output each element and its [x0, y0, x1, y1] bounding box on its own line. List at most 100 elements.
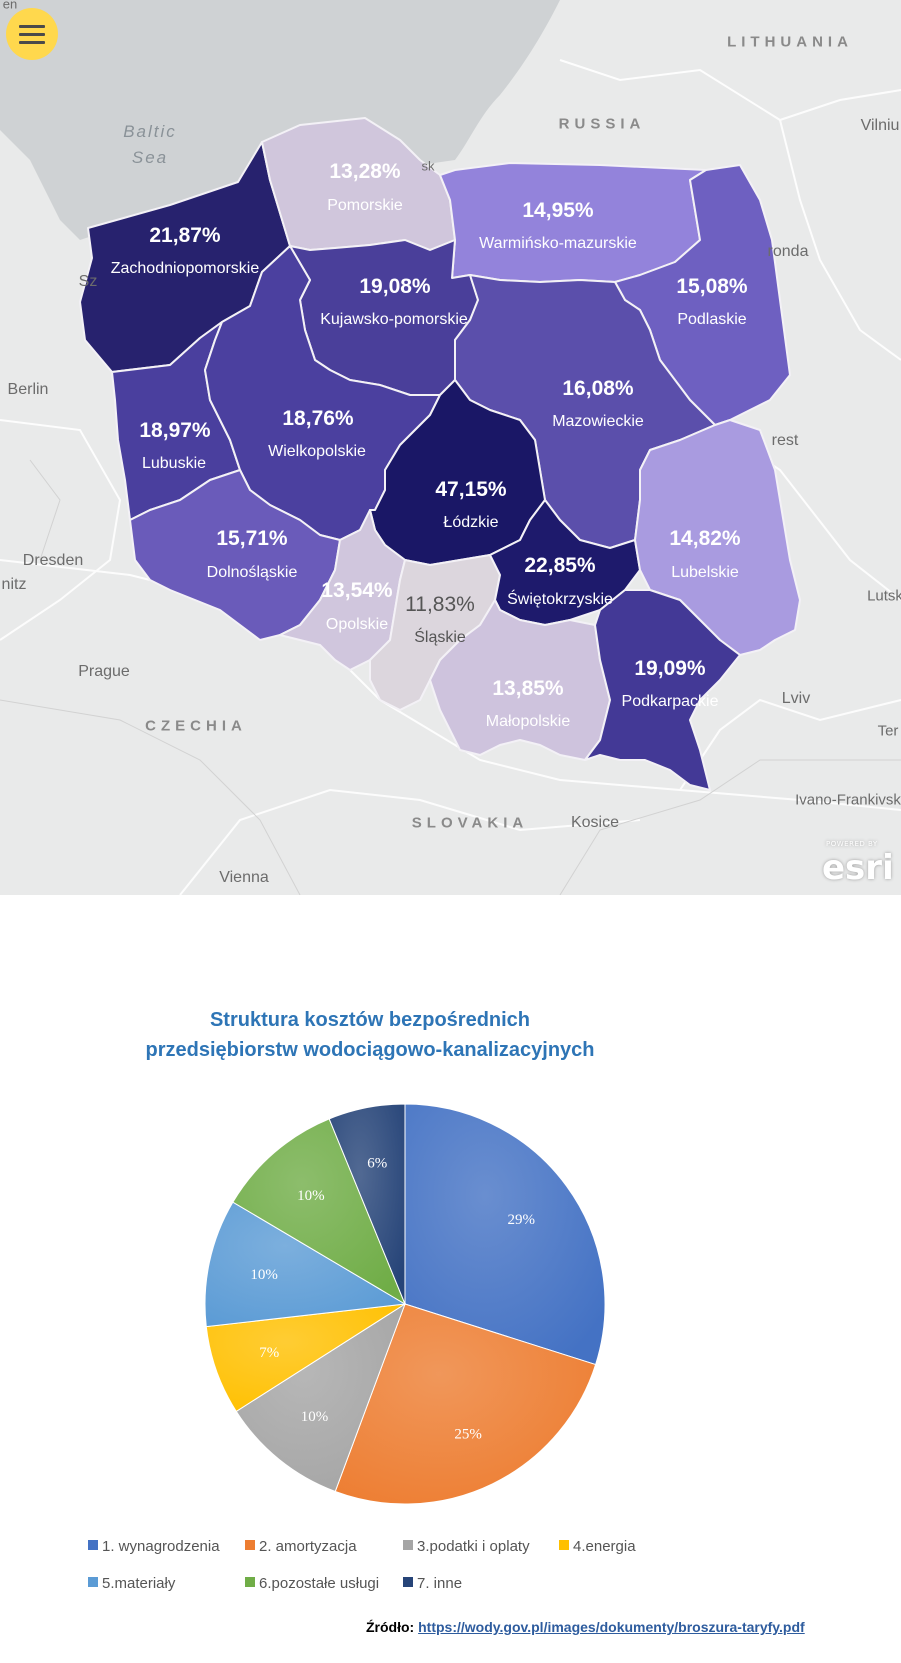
pie-slice — [235, 1302, 406, 1493]
region-value: 13,85% — [492, 677, 564, 700]
pie-slice — [404, 1103, 606, 1366]
pie-slice — [204, 1201, 407, 1328]
menu-button[interactable] — [6, 8, 58, 60]
legend-item: 2. amortyzacja — [245, 1538, 357, 1555]
region-value: 11,83% — [405, 593, 475, 616]
sea-label: Baltic Sea — [123, 122, 177, 167]
legend-swatch — [88, 1540, 98, 1550]
city-label: Vienna — [219, 869, 269, 886]
country-label: RUSSIA — [558, 115, 646, 133]
legend-swatch — [403, 1577, 413, 1587]
region-value: 14,95% — [522, 199, 594, 222]
pie-slice — [334, 1303, 597, 1505]
city-label: ronda — [767, 243, 809, 260]
city-label: Ter — [877, 722, 899, 740]
city-label: Lviv — [781, 690, 811, 707]
region-value: 13,54% — [321, 579, 393, 602]
legend-label: 5.materiały — [102, 1575, 176, 1592]
map[interactable]: Baltic Sea LITHUANIA RUSSIA CZECHIA SLOV… — [0, 0, 901, 895]
pie-chart: 29% 25% 10% 7% 10% 10% 6% — [204, 1103, 606, 1505]
city-label: Ivano-Frankivsk — [795, 791, 901, 809]
hamburger-menu-icon — [19, 25, 45, 28]
country-label: SLOVAKIA — [411, 814, 529, 832]
legend-label: 6.pozostałe usługi — [259, 1575, 380, 1592]
city-label: Lutsk — [867, 587, 901, 605]
legend-item: 5.materiały — [88, 1575, 175, 1592]
region-value: 18,97% — [139, 419, 211, 442]
city-label: Dresden — [22, 552, 84, 569]
city-label: Berlin — [7, 381, 49, 398]
legend-label: 7. inne — [417, 1575, 463, 1592]
city-label: Sz — [78, 273, 98, 290]
region-name: Lubuskie — [141, 455, 207, 472]
city-label: rest — [771, 432, 799, 449]
chart-title: Struktura kosztów bezpośrednich przedsię… — [145, 1009, 595, 1061]
legend-swatch — [88, 1577, 98, 1587]
city-label: Prague — [78, 663, 130, 680]
region-name: Świętokrzyskie — [507, 591, 613, 608]
region-value: 19,09% — [634, 657, 706, 680]
legend-item: 7. inne — [403, 1575, 462, 1592]
region-podkarpackie[interactable] — [584, 589, 741, 791]
legend-item: 4.energia — [559, 1538, 636, 1555]
pie-slice — [232, 1118, 407, 1306]
source-line: Źródło: https://wody.gov.pl/images/dokum… — [366, 1619, 805, 1635]
pie-data-label: 7% — [259, 1345, 279, 1361]
region-value: 13,28% — [329, 160, 401, 183]
legend-swatch — [245, 1540, 255, 1550]
pie-data-label: 10% — [301, 1409, 329, 1425]
region-malopolskie[interactable] — [429, 599, 611, 761]
pie-data-label: 6% — [367, 1156, 387, 1172]
map-canvas — [0, 0, 901, 895]
city-label: Kosice — [570, 814, 620, 831]
legend-label: 3.podatki i oplaty — [417, 1538, 530, 1555]
legend-label: 1. wynagrodzenia — [102, 1538, 220, 1555]
region-name: Warmińsko-mazurskie — [479, 235, 637, 252]
region-value: 14,82% — [669, 527, 741, 550]
region-value: 15,08% — [676, 275, 748, 298]
pie-data-label: 25% — [454, 1426, 482, 1442]
region-value: 18,76% — [282, 407, 354, 430]
legend-item: 6.pozostałe usługi — [245, 1575, 379, 1592]
region-value: 16,08% — [562, 377, 634, 400]
pie-data-label: 10% — [250, 1267, 278, 1283]
legend-label: 2. amortyzacja — [259, 1538, 357, 1555]
source-link[interactable]: https://wody.gov.pl/images/dokumenty/bro… — [418, 1619, 805, 1635]
region-name: Pomorskie — [327, 197, 403, 214]
region-name: Wielkopolskie — [268, 443, 366, 460]
region-name: Dolnośląskie — [206, 564, 298, 581]
baltic-sea — [0, 0, 560, 240]
pie-slice — [328, 1103, 406, 1305]
city-label: nitz — [1, 576, 27, 593]
city-label: Vilniu — [860, 117, 900, 134]
legend-item: 1. wynagrodzenia — [88, 1538, 220, 1555]
region-value: 22,85% — [524, 554, 596, 577]
region-value: 19,08% — [359, 275, 431, 298]
region-name: Łódzkie — [443, 514, 499, 531]
region-value: 15,71% — [216, 527, 288, 550]
region-name: Zachodniopomorskie — [110, 260, 260, 277]
city-label: en — [2, 0, 18, 12]
country-label: CZECHIA — [145, 717, 247, 735]
pie-data-label: 29% — [507, 1212, 535, 1228]
legend-label: 4.energia — [573, 1538, 636, 1555]
legend-swatch — [559, 1540, 569, 1550]
esri-logo: POWERED BY esri — [822, 840, 894, 888]
region-value: 21,87% — [149, 224, 221, 247]
country-label: LITHUANIA — [727, 33, 853, 51]
legend-swatch — [403, 1540, 413, 1550]
pie-data-label: 10% — [297, 1188, 325, 1204]
region-name: Kujawsko-pomorskie — [320, 311, 468, 328]
region-value: 47,15% — [435, 478, 507, 501]
region-name: Śląskie — [414, 629, 466, 646]
region-name: Lubelskie — [671, 564, 739, 581]
source-label: Źródło: — [366, 1619, 415, 1635]
legend-item: 3.podatki i oplaty — [403, 1538, 530, 1555]
region-name: Mazowieckie — [552, 413, 644, 430]
region-name: Opolskie — [325, 616, 389, 633]
city-label: sk — [421, 158, 435, 174]
region-name: Małopolskie — [485, 713, 571, 730]
region-name: Podlaskie — [677, 311, 747, 328]
legend-swatch — [245, 1577, 255, 1587]
region-name: Podkarpackie — [621, 693, 719, 710]
